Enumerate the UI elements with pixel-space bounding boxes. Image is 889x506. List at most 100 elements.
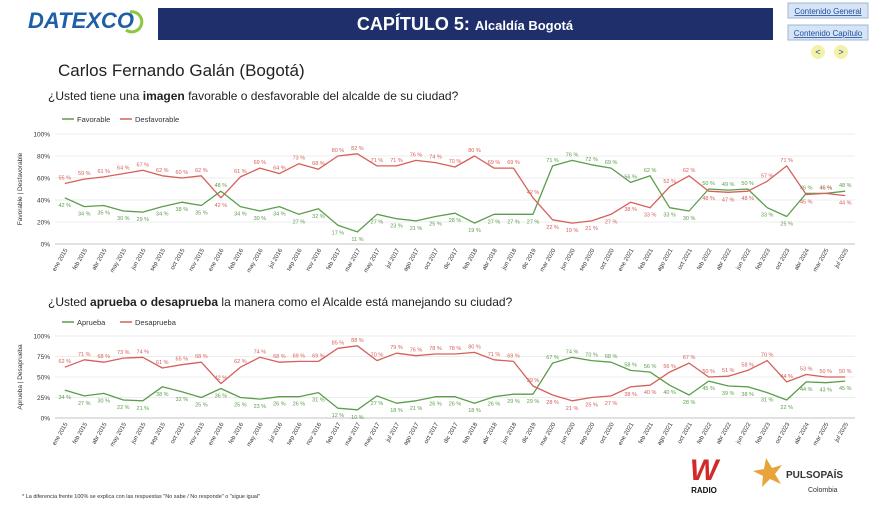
next-label[interactable]: > (838, 47, 843, 57)
pulso-a: PULSO (786, 470, 821, 481)
data-label: 29 % (527, 399, 540, 405)
data-label: 76 % (410, 152, 423, 158)
data-label: 21 % (566, 406, 579, 412)
data-label: 74 % (566, 349, 579, 355)
series-line (64, 345, 846, 402)
series-line (64, 356, 846, 411)
data-label: 48 % (215, 183, 228, 189)
button[interactable] (787, 24, 869, 41)
data-label: 27 % (371, 219, 384, 225)
data-label: 73 % (117, 350, 130, 356)
radio-logo: W (690, 454, 721, 487)
button-label[interactable]: Contenido Capítulo (794, 29, 863, 38)
data-label: 53 % (800, 367, 813, 373)
data-label: 62 % (58, 359, 71, 365)
y-tick-label: 75% (37, 354, 50, 361)
data-label: 25 % (234, 403, 247, 409)
data-label: 62 % (234, 359, 247, 365)
legend-label: Desaprueba (135, 318, 177, 327)
subject: Carlos Fernando Galán (Bogotá) (58, 61, 305, 80)
button[interactable] (787, 2, 869, 19)
data-label: 69 % (605, 160, 618, 166)
logo: DATEXCO (28, 8, 134, 33)
question-part: favorable o desfavorable del alcalde de … (185, 89, 459, 103)
data-label: 21 % (137, 406, 150, 412)
data-label: 25 % (429, 222, 442, 228)
data-label: 34 % (78, 212, 91, 218)
data-label: 19 % (566, 228, 579, 234)
data-label: 23 % (390, 224, 403, 230)
data-label: 38 % (741, 392, 754, 398)
data-label: 27 % (371, 401, 384, 407)
pulso-b: PAÍS (820, 468, 843, 481)
data-label: 39 % (722, 391, 735, 397)
data-label: 30 % (683, 216, 696, 222)
data-label: 78 % (429, 346, 442, 352)
data-label: 42 % (58, 203, 71, 209)
data-label: 68 % (605, 354, 618, 360)
data-label: 38 % (176, 207, 189, 213)
data-label: 38 % (624, 207, 637, 213)
y-tick-label: 0% (41, 242, 51, 249)
data-label: 70 % (371, 353, 384, 359)
data-label: 21 % (585, 226, 598, 232)
chapter-label: CAPÍTULO 5: (357, 13, 470, 34)
data-label: 50 % (819, 369, 832, 375)
data-label: 80 % (468, 148, 481, 154)
data-label: 33 % (644, 213, 657, 219)
next-button[interactable] (834, 45, 848, 59)
data-label: 34 % (58, 395, 71, 401)
data-label: 48 % (839, 183, 852, 189)
data-label: 80 % (468, 344, 481, 350)
data-label: 22 % (780, 405, 793, 411)
data-label: 58 % (741, 362, 754, 368)
data-label: 69 % (507, 160, 520, 166)
data-label: 70 % (761, 353, 774, 359)
data-label: 60 % (176, 170, 189, 176)
data-label: 68 % (273, 354, 286, 360)
data-label: 46 % (800, 185, 813, 191)
data-label: 28 % (546, 400, 559, 406)
data-label: 74 % (429, 155, 442, 161)
data-label: 17 % (332, 230, 345, 236)
button-label[interactable]: Contenido General (794, 7, 861, 16)
data-label: 30 % (254, 216, 267, 222)
data-label: 61 % (156, 360, 169, 366)
question-part: aprueba o desaprueba (90, 295, 218, 309)
data-label: 68 % (195, 354, 208, 360)
data-label: 42 % (215, 376, 228, 382)
question-part: ¿Usted (48, 295, 90, 309)
data-label: 51 % (722, 368, 735, 374)
data-label: 56 % (644, 364, 657, 370)
data-label: 25 % (780, 222, 793, 228)
data-label: 23 % (254, 404, 267, 410)
data-label: 80 % (332, 148, 345, 154)
prev-button[interactable] (811, 45, 825, 59)
data-label: 45 % (839, 386, 852, 392)
data-label: 18 % (390, 408, 403, 414)
prev-label[interactable]: < (815, 47, 820, 57)
data-label: 68 % (98, 354, 111, 360)
data-label: 49 % (722, 182, 735, 188)
data-label: 26 % (449, 402, 462, 408)
data-label: 61 % (98, 169, 111, 175)
data-label: 74 % (137, 349, 150, 355)
chapter-name: Alcaldía Bogotá (475, 18, 574, 33)
data-label: 26 % (293, 402, 306, 408)
data-label: 71 % (780, 158, 793, 164)
question: ¿Usted tiene una imagen favorable o desf… (48, 89, 459, 103)
question: ¿Usted aprueba o desaprueba la manera co… (48, 295, 513, 309)
data-label: 42 % (215, 203, 228, 209)
y-tick-label: 100% (33, 132, 50, 139)
data-label: 39 % (527, 378, 540, 384)
chapter-title: CAPÍTULO 5: Alcaldía Bogotá (357, 13, 574, 34)
data-label: 43 % (819, 388, 832, 394)
data-label: 22 % (117, 405, 130, 411)
y-tick-label: 80% (37, 154, 50, 161)
data-label: 74 % (254, 349, 267, 355)
data-label: 71 % (546, 158, 559, 164)
data-label: 61 % (234, 169, 247, 175)
data-label: 32 % (312, 214, 325, 220)
